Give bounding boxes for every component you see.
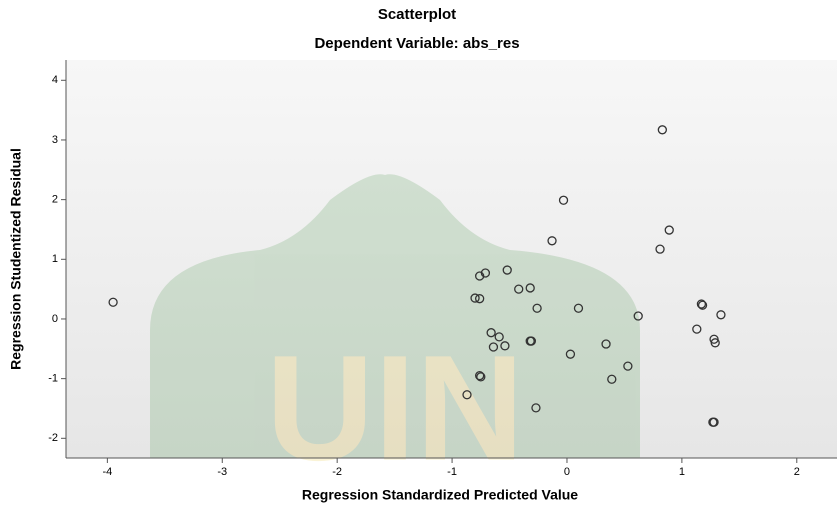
point [664,225,674,235]
point [462,390,472,400]
y-axis-label: Regression Studentized Residual [8,148,24,370]
point [709,417,719,427]
x-tick-label: -4 [102,466,112,478]
point [526,336,537,346]
svg-text:UIN: UIN [266,324,524,492]
point [565,349,576,359]
point [601,339,611,349]
point [470,293,480,303]
point [547,236,557,246]
x-tick-label: -3 [217,466,227,478]
point [476,372,486,382]
point [607,374,617,384]
chart-title: Scatterplot [378,6,456,23]
point [657,125,667,135]
point [696,299,707,309]
point [475,271,485,281]
x-tick-label: 1 [679,466,685,478]
point [532,303,542,313]
y-tick-label: -2 [48,432,58,444]
y-tick-label: 4 [52,74,58,86]
point [480,268,491,278]
point [710,338,720,348]
point [108,297,118,307]
point [558,195,569,205]
point [633,311,643,321]
point [475,371,485,381]
x-tick-label: 0 [564,466,570,478]
point [486,328,496,338]
point [623,361,633,371]
point [502,265,512,275]
y-tick-label: -1 [48,373,58,385]
y-tick-label: 0 [52,313,58,325]
x-axis-label: Regression Standardized Predicted Value [302,487,578,503]
point [531,403,541,413]
point [494,332,504,342]
watermark: UIN [150,174,640,492]
point [692,324,702,334]
x-tick-label: 2 [794,466,800,478]
y-tick-label: 1 [52,253,58,265]
point [716,310,726,320]
plot-area [66,60,837,458]
point [500,341,510,351]
point [525,283,535,293]
y-tick-label: 3 [52,134,58,146]
x-tick-label: -2 [332,466,342,478]
x-tick-label: -1 [447,466,457,478]
point [514,284,524,294]
point [475,294,485,304]
point [655,244,665,254]
point [488,342,499,352]
y-tick-label: 2 [52,194,58,206]
chart-subtitle: Dependent Variable: abs_res [314,35,519,52]
point [573,303,584,313]
point [697,300,708,310]
